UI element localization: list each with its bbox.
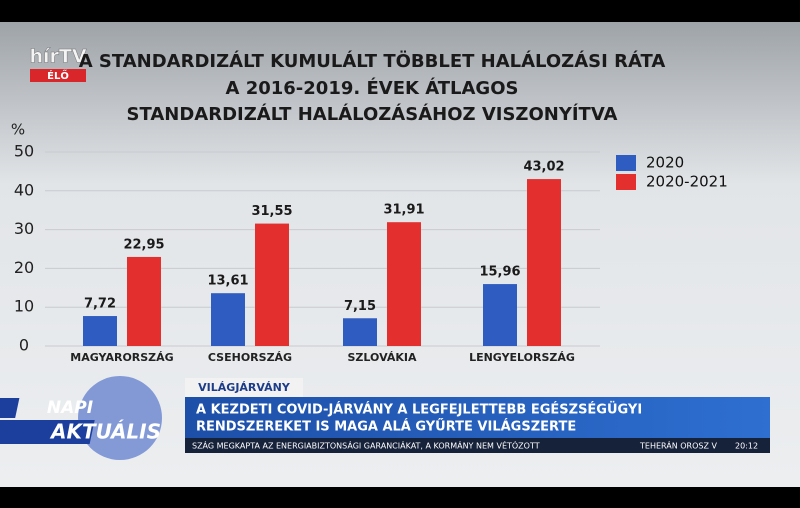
bar <box>211 293 245 346</box>
x-tick-label: CSEHORSZÁG <box>208 351 292 364</box>
headline: RENDSZEREKET IS MAGA ALÁ GYŰRTE VILÁGSZE… <box>196 419 576 435</box>
bar <box>255 223 289 346</box>
legend-swatch <box>616 174 636 190</box>
show-logo: NAPI <box>47 398 93 418</box>
value-label: 31,91 <box>383 203 424 218</box>
show-logo: AKTUÁLIS <box>49 420 161 444</box>
legend-label: 2020 <box>646 154 684 172</box>
x-tick-label: SZLOVÁKIA <box>348 351 417 364</box>
bar <box>527 179 561 346</box>
logo-box <box>0 420 95 444</box>
value-label: 43,02 <box>523 160 564 175</box>
legend-label: 2020-2021 <box>646 173 728 191</box>
y-tick-label: 40 <box>14 180 34 199</box>
y-axis-label: % <box>11 121 25 139</box>
y-tick-label: 30 <box>14 219 34 238</box>
x-tick-label: MAGYARORSZÁG <box>70 351 173 364</box>
tag: VILÁGJÁRVÁNY <box>198 381 291 394</box>
bar <box>127 256 161 346</box>
chart-title: A 2016-2019. ÉVEK ÁTLAGOS <box>226 77 519 99</box>
headline: A KEZDETI COVID-JÁRVÁNY A LEGFEJLETTEBB … <box>196 402 642 418</box>
ticker-next: TEHERÁN OROSZ V <box>639 440 718 451</box>
value-label: 13,61 <box>207 274 248 289</box>
chart-title: STANDARDIZÁLT HALÁLOZÁSÁHOZ VISZONYÍTVA <box>127 103 618 125</box>
lower-third: VILÁGJÁRVÁNY A KEZDETI COVID-JÁRVÁNY A L… <box>0 376 770 460</box>
bar <box>483 284 517 346</box>
y-tick-label: 20 <box>14 258 34 277</box>
bar <box>387 222 421 346</box>
value-label: 15,96 <box>479 265 520 280</box>
x-tick-label: LENGYELORSZÁG <box>469 351 575 364</box>
headline-band <box>185 397 770 438</box>
bar <box>83 316 117 346</box>
y-tick-label: 50 <box>14 142 34 161</box>
chart-title: A STANDARDIZÁLT KUMULÁLT TÖBBLET HALÁLOZ… <box>79 50 666 72</box>
y-tick-label: 10 <box>14 297 34 316</box>
channel-logo: hírTV <box>29 46 86 68</box>
value-label: 7,15 <box>344 299 376 314</box>
bar <box>343 318 377 346</box>
ticker: SZÁG MEGKAPTA AZ ENERGIABIZTONSÁGI GARAN… <box>192 440 540 451</box>
logo-box <box>0 398 20 418</box>
tag-box <box>185 378 303 397</box>
live-badge <box>30 69 86 82</box>
value-label: 7,72 <box>84 297 116 312</box>
logo-glow <box>78 376 162 460</box>
live-label: ÉLŐ <box>47 68 69 82</box>
clock: 20:12 <box>735 442 758 451</box>
y-tick-label: 0 <box>19 336 29 355</box>
value-label: 31,55 <box>251 204 292 219</box>
legend-swatch <box>616 155 636 171</box>
ticker-bar <box>185 438 770 453</box>
value-label: 22,95 <box>123 237 164 252</box>
